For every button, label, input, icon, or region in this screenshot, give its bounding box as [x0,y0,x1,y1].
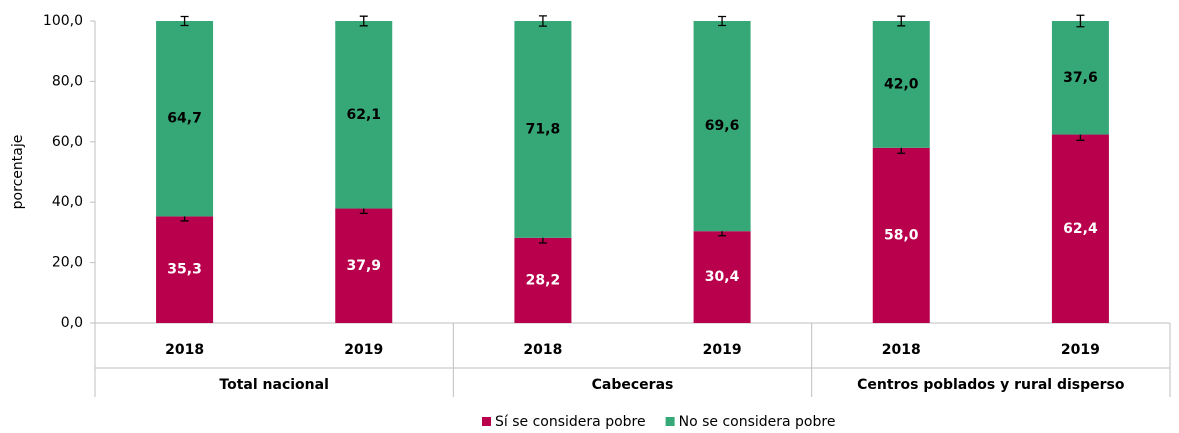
bar-segment [335,208,393,323]
bar-segment [335,21,393,209]
bar-segment [693,231,751,323]
bar-segment [514,237,572,323]
legend-label: No se considera pobre [679,414,836,430]
data-label: 30,4 [705,269,740,285]
data-label: 69,6 [705,118,740,134]
data-label: 37,9 [346,258,381,274]
data-label: 62,1 [346,107,381,123]
bar-segment [872,21,930,148]
data-label: 71,8 [526,121,561,137]
data-label: 35,3 [167,262,202,278]
data-label: 62,4 [1063,221,1098,237]
data-label: 58,0 [884,227,919,243]
data-label: 28,2 [526,272,561,288]
legend-swatch [665,417,675,426]
error-bar [180,15,189,27]
data-label: 64,7 [167,111,202,127]
error-bar [718,15,727,27]
group-label: Centros poblados y rural disperso [857,377,1125,393]
y-tick-label: 100,0 [43,13,83,29]
y-tick-label: 0,0 [61,315,83,331]
bar-segment [693,21,751,232]
x-tick-label: 2018 [882,342,921,358]
data-label: 37,6 [1063,70,1098,86]
legend-swatch [482,417,491,426]
bar-segment [156,216,214,323]
y-tick-label: 80,0 [52,73,83,89]
x-tick-label: 2019 [1061,342,1100,358]
bar-segment [872,147,930,323]
bar-segment [1051,21,1109,135]
bar-segment [514,21,572,238]
error-bar [359,15,368,27]
bar-segment [1051,134,1109,323]
group-label: Total nacional [219,377,328,393]
x-tick-label: 2019 [703,342,742,358]
data-label: 42,0 [884,76,919,92]
legend-label: Sí se considera pobre [495,414,646,430]
group-label: Cabeceras [592,377,674,393]
error-bar [897,15,906,27]
error-bar [538,15,547,27]
y-tick-label: 20,0 [52,255,83,271]
x-tick-label: 2018 [165,342,204,358]
x-tick-label: 2018 [523,342,562,358]
y-tick-label: 60,0 [52,134,83,150]
y-tick-label: 40,0 [52,194,83,210]
y-axis-label: porcentaje [10,135,26,210]
bar-segment [156,21,214,217]
error-bar [1076,14,1085,28]
x-tick-label: 2019 [344,342,383,358]
